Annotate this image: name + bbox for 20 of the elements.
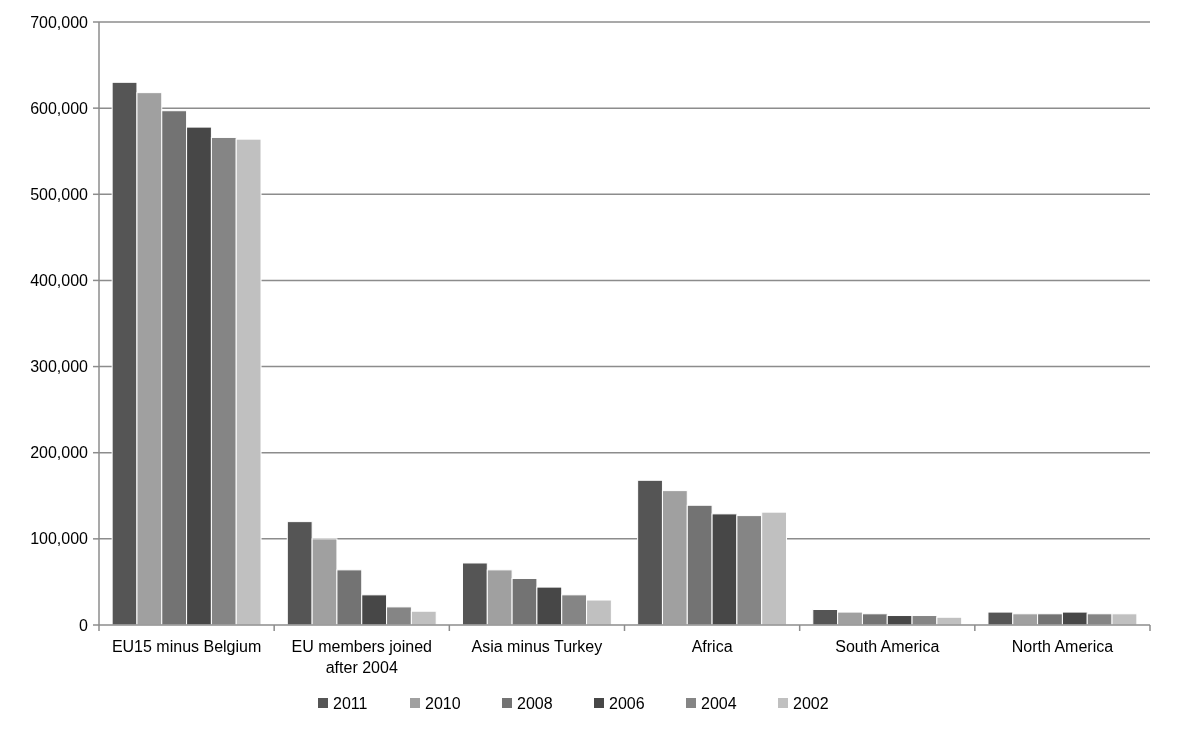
x-tick-label: EU15 minus Belgium [111,638,262,655]
y-tick-label: 0 [79,616,89,634]
y-tick-label: 700,000 [30,13,89,31]
x-tick-label: North America [1011,638,1114,655]
legend-label: 2006 [609,694,645,712]
y-tick-label: 100,000 [30,530,89,548]
legend-label: 2008 [517,694,553,712]
y-tick-label: 500,000 [30,185,89,203]
x-tick-label: South America [835,638,940,655]
legend-label: 2011 [333,694,368,712]
y-tick-label: 400,000 [30,272,89,290]
y-tick-label: 300,000 [30,358,89,376]
x-tick-label: Africa [691,638,733,655]
legend-label: 2004 [701,694,737,712]
legend-label: 2002 [793,694,829,712]
x-tick-label: Asia minus Turkey [471,638,603,655]
legend-label: 2010 [425,694,461,712]
y-tick-label: 200,000 [30,444,89,462]
y-tick-label: 600,000 [30,99,89,117]
x-tick-label: EU members joined after 2004 [291,638,432,676]
